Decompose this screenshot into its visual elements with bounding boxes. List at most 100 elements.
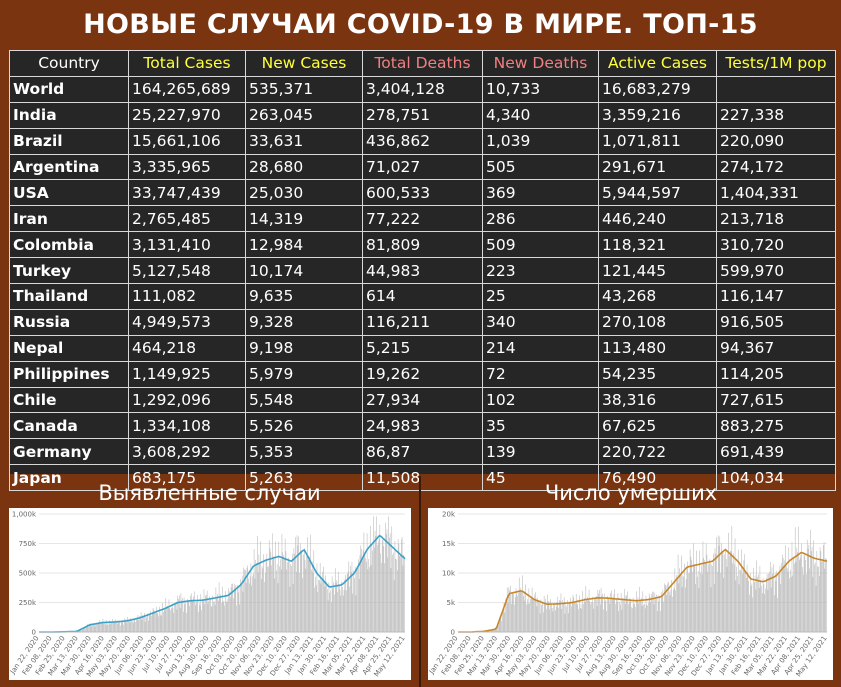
value-cell: 121,445: [598, 257, 717, 285]
bar: [818, 576, 820, 632]
value-cell: 5,127,548: [128, 257, 246, 285]
bar: [618, 611, 619, 632]
bar: [820, 551, 822, 632]
bar: [509, 590, 510, 632]
bar: [808, 544, 810, 632]
value-cell: 116,211: [362, 308, 483, 336]
bar: [190, 593, 192, 632]
bar: [757, 576, 758, 632]
value-cell: 1,292,096: [128, 386, 246, 414]
bar: [339, 589, 341, 632]
bar: [259, 561, 260, 632]
bar: [333, 582, 334, 632]
bar: [150, 610, 151, 632]
bar: [675, 590, 676, 632]
bar: [315, 576, 316, 632]
bar: [401, 536, 403, 632]
bar: [374, 530, 376, 632]
bar: [802, 567, 803, 632]
table-row: USA 33,747,439 25,030 600,533 369 5,944,597 1,…: [9, 179, 836, 207]
bar: [112, 621, 114, 632]
bar: [315, 585, 317, 632]
bar: [778, 573, 779, 632]
bar: [519, 590, 521, 632]
bar: [342, 595, 344, 632]
bar: [214, 604, 216, 632]
bar: [97, 623, 98, 632]
bar: [770, 587, 772, 632]
bar: [640, 600, 641, 632]
bar: [388, 516, 389, 632]
bar: [254, 578, 256, 632]
bar: [389, 537, 390, 632]
bar: [593, 608, 595, 632]
bar: [681, 586, 683, 632]
bar: [641, 605, 643, 632]
y-tick-label: 10k: [442, 570, 456, 578]
bar: [140, 616, 141, 632]
bar: [106, 625, 108, 632]
bar: [611, 590, 612, 632]
value-cell: 4,949,573: [128, 308, 246, 336]
bar: [817, 566, 818, 632]
bar: [132, 622, 134, 632]
bar: [694, 563, 696, 632]
bar: [112, 619, 113, 632]
bar: [370, 564, 372, 632]
bar: [612, 597, 614, 632]
bar: [693, 564, 695, 632]
bar: [394, 540, 396, 632]
bar: [288, 559, 290, 632]
bar: [347, 571, 349, 632]
bar: [561, 608, 563, 632]
bar: [754, 582, 755, 632]
value-cell: 683,175: [128, 464, 246, 492]
bar: [768, 573, 770, 632]
bar: [689, 549, 691, 632]
bar: [200, 594, 202, 632]
bar: [202, 599, 204, 632]
bar: [711, 564, 713, 632]
bar: [699, 550, 701, 632]
bar: [367, 569, 369, 632]
value-cell: 38,316: [598, 386, 717, 414]
bar: [697, 571, 699, 632]
bar: [383, 545, 385, 632]
bar: [552, 611, 554, 632]
column-header: Total Deaths: [362, 50, 483, 77]
bar: [252, 576, 253, 632]
table-row: Chile 1,292,096 5,548 27,934 102 38,316 727,61…: [9, 386, 836, 414]
bar: [666, 595, 668, 632]
bar: [555, 610, 556, 632]
bar: [288, 557, 289, 632]
bar: [207, 603, 209, 632]
bar: [815, 585, 817, 632]
bar: [805, 559, 806, 632]
bar: [148, 620, 149, 632]
bar: [522, 595, 524, 632]
bar: [234, 588, 236, 632]
bar: [396, 559, 397, 632]
bar: [616, 599, 617, 632]
value-cell: 10,733: [482, 75, 599, 103]
bar: [777, 597, 778, 632]
bar: [771, 567, 773, 632]
value-cell: 600,533: [362, 179, 483, 207]
bar: [338, 585, 340, 632]
bar: [340, 595, 342, 632]
bar: [138, 620, 140, 632]
bar: [489, 630, 490, 632]
bar: [533, 599, 534, 632]
country-cell: Brazil: [9, 127, 129, 155]
bar: [323, 566, 324, 632]
bar: [369, 567, 370, 632]
bar: [179, 607, 181, 632]
y-tick-label: 15k: [442, 540, 456, 548]
bar: [92, 624, 93, 632]
bar: [541, 605, 542, 632]
bar: [161, 615, 163, 632]
value-cell: 28,680: [245, 153, 363, 181]
bar: [723, 577, 725, 632]
bar: [385, 533, 387, 632]
bar: [136, 617, 138, 632]
